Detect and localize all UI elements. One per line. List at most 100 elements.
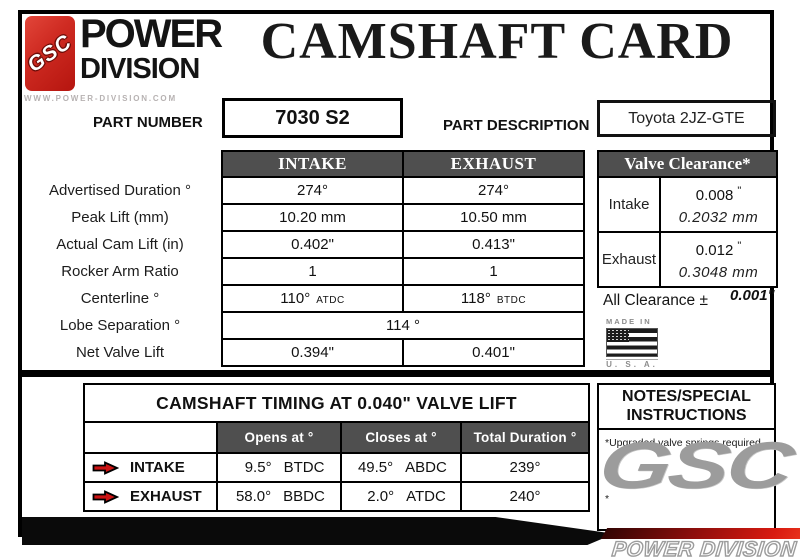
closes-ref: ABDC (405, 459, 447, 476)
spec-cell-exhaust: 274° (402, 176, 585, 205)
table-row: Actual Cam Lift (in) 0.402" 0.413" (25, 230, 585, 259)
brand-name-power: POWER (80, 12, 223, 56)
spec-row-label: Peak Lift (mm) (71, 209, 169, 226)
clearance-mm-value: 0.2032 mm (678, 208, 759, 226)
opens-ref: BBDC (283, 488, 325, 505)
table-row: INTAKE 9.5° BTDC 49.5° ABDC 239° (83, 452, 590, 483)
gsc-watermark: GSC POWER DIVISION (595, 429, 800, 560)
intake-duration-cell: 239° (460, 452, 590, 483)
spec-row-label: Net Valve Lift (75, 344, 165, 361)
gsc-logo-badge: GSC (23, 16, 77, 91)
notes-title-line1: NOTES/SPECIAL (622, 388, 751, 405)
table-row: Lobe Separation ° 114 ° (25, 311, 585, 340)
exhaust-duration-cell: 240° (460, 481, 590, 512)
intake-opens-cell: 9.5° BTDC (216, 452, 342, 483)
closes-value: 49.5° (357, 459, 394, 476)
valve-clearance-row-label: Exhaust (597, 231, 661, 288)
exhaust-arrow-icon (92, 489, 119, 504)
valve-clearance-row-label: Intake (597, 176, 661, 233)
spec-cell-exhaust: 0.413" (402, 230, 585, 259)
usa-flag-icon (606, 328, 658, 357)
spec-cell-intake: 0.402" (221, 230, 404, 259)
part-number-value: 7030 S2 (275, 106, 350, 129)
exhaust-closes-cell: 2.0° ATDC (340, 481, 462, 512)
valve-clearance-intake-values: 0.008 " 0.2032 mm (659, 176, 778, 233)
opens-ref: BTDC (283, 459, 325, 476)
list-item: *Upgraded valve springs required (605, 437, 761, 450)
clearance-inch-value: 0.008 (695, 186, 734, 204)
part-number-label: PART NUMBER (93, 114, 203, 131)
opens-value: 58.0° (235, 488, 272, 505)
table-row: Rocker Arm Ratio 1 1 (25, 257, 585, 286)
spec-cell-intake: 1 (221, 257, 404, 286)
made-in-usa-block: MADE IN U. S. A. (606, 317, 666, 369)
spec-cell-intake: 274° (221, 176, 404, 205)
centerline-exhaust-ref: BTDC (496, 295, 527, 306)
timing-table: CAMSHAFT TIMING AT 0.040" VALVE LIFT Ope… (83, 383, 590, 512)
made-in-label: MADE IN (606, 317, 652, 326)
spec-table-corner (25, 151, 222, 177)
valve-clearance-title: Valve Clearance* (597, 150, 778, 178)
all-clearance-label: All Clearance ± (603, 292, 708, 309)
spec-cell-intake: 110° ATDC (221, 284, 404, 313)
spec-row-label: Advertised Duration ° (49, 182, 191, 199)
gsc-logo-text: GSC (23, 29, 77, 77)
usa-flag-canton (607, 329, 629, 342)
list-item: * (605, 493, 610, 506)
spec-cell-exhaust: 10.50 mm (402, 203, 585, 232)
part-description-value-box: Toyota 2JZ-GTE (597, 100, 776, 137)
intake-closes-cell: 49.5° ABDC (340, 452, 462, 483)
spec-cell-intake: 0.394" (221, 338, 404, 367)
notes-title: NOTES/SPECIAL INSTRUCTIONS (599, 385, 774, 431)
opens-value: 9.5° (244, 459, 272, 476)
inch-mark: " (737, 184, 742, 197)
watermark-power-division-text: POWER DIVISION (610, 537, 798, 560)
centerline-exhaust-value: 118° (460, 290, 491, 307)
closes-at-header: Closes at ° (340, 421, 462, 454)
total-duration-header: Total Duration ° (460, 421, 590, 454)
spec-cell-merged: 114 ° (221, 311, 585, 340)
inch-mark: " (737, 239, 742, 252)
exhaust-opens-cell: 58.0° BBDC (216, 481, 342, 512)
spec-row-label: Centerline ° (80, 290, 160, 307)
closes-ref: ATDC (406, 488, 446, 505)
spec-cell-exhaust: 1 (402, 257, 585, 286)
clearance-mm-value: 0.3048 mm (678, 263, 759, 281)
spec-cell-intake: 10.20 mm (221, 203, 404, 232)
table-row: EXHAUST 58.0° BBDC 2.0° ATDC 240° (83, 481, 590, 512)
timing-table-title: CAMSHAFT TIMING AT 0.040" VALVE LIFT (83, 383, 590, 423)
spec-cell-exhaust: 118° BTDC (402, 284, 585, 313)
usa-label: U. S. A. (606, 359, 658, 369)
section-divider (22, 370, 773, 377)
table-row: Advertised Duration ° 274° 274° (25, 176, 585, 205)
watermark-gsc-text: GSC (594, 428, 796, 503)
list-item: * (605, 465, 610, 478)
spec-cell-exhaust: 0.401" (402, 338, 585, 367)
spec-row-label: Lobe Separation ° (59, 317, 181, 334)
notes-title-line2: INSTRUCTIONS (626, 407, 747, 425)
spec-row-label: Rocker Arm Ratio (61, 263, 179, 280)
brand-website-url: WWW.POWER-DIVISION.COM (24, 94, 177, 103)
timing-row-label: INTAKE (130, 459, 185, 476)
spec-row-label: Actual Cam Lift (in) (56, 236, 184, 253)
page-title: CAMSHAFT CARD (260, 13, 734, 70)
notes-body: *Upgraded valve springs required * * (599, 430, 774, 505)
table-row: Net Valve Lift 0.394" 0.401" (25, 338, 585, 367)
part-number-value-box: 7030 S2 (222, 98, 403, 138)
part-description-label: PART DESCRIPTION (443, 117, 590, 134)
timing-table-corner (83, 421, 218, 454)
table-row: Intake 0.008 " 0.2032 mm (597, 176, 778, 233)
clearance-inch-value: 0.012 (695, 241, 734, 259)
timing-intake-label-cell: INTAKE (83, 452, 218, 483)
valve-clearance-exhaust-values: 0.012 " 0.3048 mm (659, 231, 778, 288)
part-description-value: Toyota 2JZ-GTE (628, 109, 745, 127)
table-row: Exhaust 0.012 " 0.3048 mm (597, 231, 778, 288)
centerline-intake-ref: ATDC (316, 295, 345, 306)
centerline-intake-value: 110° (280, 290, 311, 307)
opens-at-header: Opens at ° (216, 421, 342, 454)
closes-value: 2.0° (367, 488, 395, 505)
brand-name-division: DIVISION (80, 53, 200, 85)
exhaust-column-header: EXHAUST (402, 150, 585, 178)
table-row: Peak Lift (mm) 10.20 mm 10.50 mm (25, 203, 585, 232)
